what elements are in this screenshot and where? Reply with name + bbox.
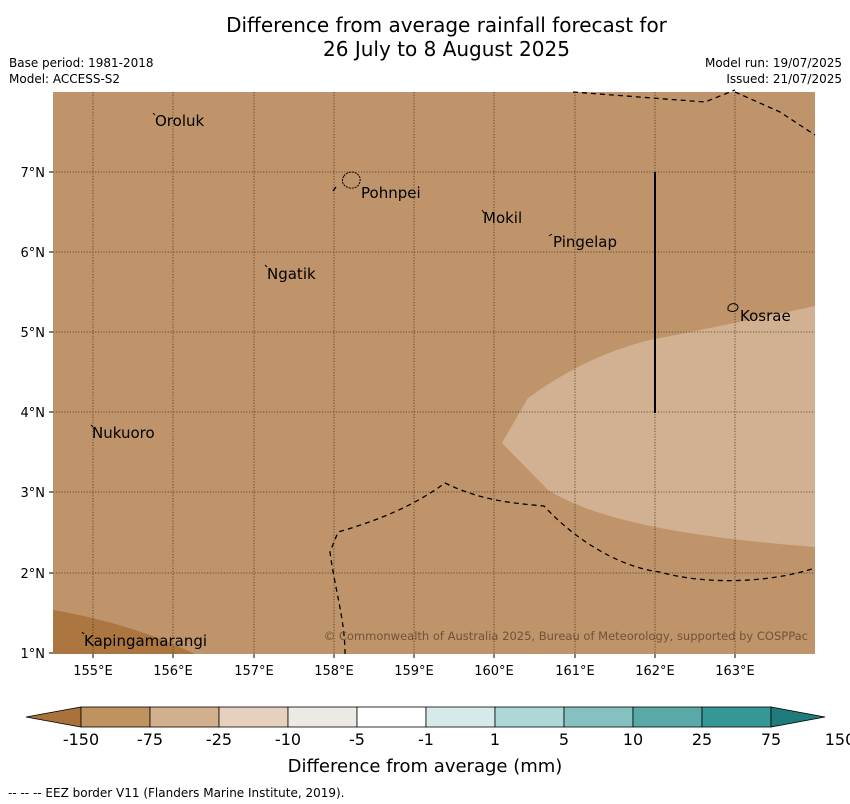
lon-tick: 155°E <box>73 664 113 679</box>
lat-tick: 2°N <box>21 567 46 582</box>
copyright-text: © Commonwealth of Australia 2025, Bureau… <box>324 629 808 643</box>
colorbar <box>25 706 826 728</box>
colorbar-tick-label: -150 <box>62 730 100 749</box>
graticule <box>53 92 815 654</box>
label-pohnpei: Pohnpei <box>361 184 421 202</box>
colorbar-title: Difference from average (mm) <box>287 756 563 777</box>
lon-tick: 158°E <box>314 664 354 679</box>
colorbar-min-arrow <box>25 706 82 728</box>
meta-left: Base period: 1981-2018 Model: ACCESS-S2 <box>9 55 154 87</box>
label-kapingamarangi: Kapingamarangi <box>84 632 207 650</box>
label-mokil: Mokil <box>483 209 522 227</box>
map-title: Difference from average rainfall forecas… <box>0 13 850 61</box>
footer-note: -- -- -- EEZ border V11 (Flanders Marine… <box>8 786 345 800</box>
colorbar-tick-label: 10 <box>622 730 644 749</box>
lon-tick: 160°E <box>474 664 514 679</box>
label-pingelap: Pingelap <box>553 233 617 251</box>
dark-anomaly-region <box>53 610 195 654</box>
colorbar-segment <box>149 706 220 728</box>
issued-date: Issued: 21/07/2025 <box>726 72 842 86</box>
colorbar-tick-label: -1 <box>418 730 434 749</box>
label-nukuoro: Nukuoro <box>92 424 155 442</box>
lat-tick: 1°N <box>21 647 46 662</box>
light-anomaly-region <box>502 306 815 547</box>
colorbar-segment <box>701 706 772 728</box>
label-kosrae: Kosrae <box>740 307 791 325</box>
small-island-marks <box>81 112 553 635</box>
colorbar-segment <box>632 706 703 728</box>
label-ngatik: Ngatik <box>267 265 316 283</box>
colorbar-tick-label: -10 <box>274 730 302 749</box>
colorbar-segment <box>425 706 496 728</box>
colorbar-segment <box>356 706 427 728</box>
pohnpei-island-outline <box>341 171 361 189</box>
axis-ticks <box>49 171 736 658</box>
lat-tick: 3°N <box>21 486 46 501</box>
lat-tick: 5°N <box>21 326 46 341</box>
colorbar-tick-label: 150 <box>824 730 850 749</box>
lon-tick: 161°E <box>555 664 595 679</box>
colorbar-tick-label: 1 <box>489 730 501 749</box>
colorbar-tick-label: 5 <box>558 730 570 749</box>
title-line-2: 26 July to 8 August 2025 <box>323 37 570 61</box>
lat-tick: 6°N <box>21 246 46 261</box>
lon-tick: 162°E <box>635 664 675 679</box>
colorbar-segment <box>218 706 289 728</box>
colorbar-max-arrow <box>770 706 826 728</box>
label-oroluk: Oroluk <box>155 112 204 130</box>
lat-tick: 4°N <box>21 406 46 421</box>
colorbar-tick-label: 75 <box>760 730 782 749</box>
colorbar-tick-label: -75 <box>136 730 164 749</box>
lat-tick: 7°N <box>21 166 46 181</box>
kosrae-island-outline <box>727 303 739 312</box>
colorbar-segment <box>287 706 358 728</box>
model-name: Model: ACCESS-S2 <box>9 72 121 86</box>
meta-right: Model run: 19/07/2025 Issued: 21/07/2025 <box>705 55 842 87</box>
colorbar-segment <box>80 706 151 728</box>
eez-borders <box>329 89 816 655</box>
lon-tick: 163°E <box>715 664 755 679</box>
colorbar-segment <box>563 706 634 728</box>
colorbar-segment <box>494 706 565 728</box>
lon-tick: 159°E <box>394 664 434 679</box>
colorbar-tick-label: -25 <box>205 730 233 749</box>
lon-tick: 157°E <box>234 664 274 679</box>
title-line-1: Difference from average rainfall forecas… <box>226 13 667 37</box>
base-period: Base period: 1981-2018 <box>9 56 154 70</box>
colorbar-tick-label: 25 <box>691 730 713 749</box>
colorbar-tick-label: -5 <box>349 730 365 749</box>
model-run: Model run: 19/07/2025 <box>704 56 842 70</box>
lon-tick: 156°E <box>153 664 193 679</box>
